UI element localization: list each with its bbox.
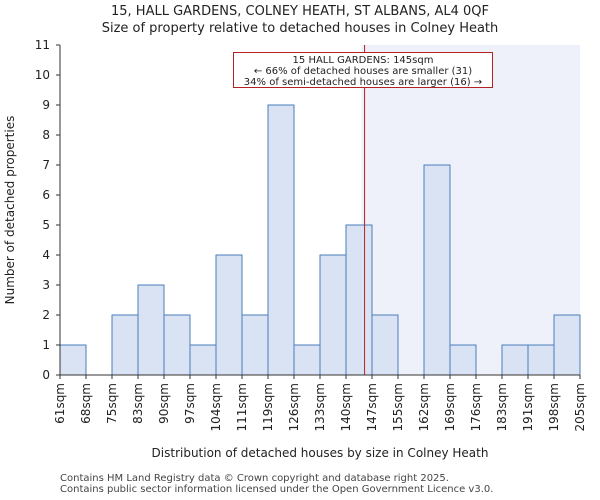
bar-75sqm — [111, 314, 139, 376]
x-tick-label-90sqm: 90sqm — [157, 383, 171, 424]
x-tick-label-97sqm: 97sqm — [183, 383, 197, 424]
chart-subtitle: Size of property relative to detached ho… — [101, 21, 499, 36]
x-tick-label-111sqm: 111sqm — [235, 383, 249, 431]
x-tick-label-140sqm: 140sqm — [339, 383, 353, 431]
y-tick-label-0: 0 — [42, 368, 50, 382]
x-tick-label-205sqm: 205sqm — [573, 383, 587, 431]
annotation-box: 15 HALL GARDENS: 145sqm ← 66% of detache… — [233, 52, 493, 88]
bar-90sqm — [163, 314, 191, 376]
y-tick-label-7: 7 — [42, 158, 50, 172]
x-tick-label-169sqm: 169sqm — [443, 383, 457, 431]
chart-title: 15, HALL GARDENS, COLNEY HEATH, ST ALBAN… — [110, 4, 489, 19]
x-tick-label-61sqm: 61sqm — [53, 383, 67, 424]
x-tick-label-126sqm: 126sqm — [287, 383, 301, 431]
bar-140sqm — [345, 224, 373, 376]
x-tick-label-119sqm: 119sqm — [261, 383, 275, 431]
y-tick-label-9: 9 — [42, 98, 50, 112]
x-tick-label-68sqm: 68sqm — [79, 383, 93, 424]
bar-169sqm — [449, 344, 477, 376]
x-tick-label-155sqm: 155sqm — [391, 383, 405, 431]
bar-147sqm — [371, 314, 399, 376]
y-tick-label-2: 2 — [42, 308, 50, 322]
bar-183sqm — [501, 344, 529, 376]
x-tick-label-176sqm: 176sqm — [469, 383, 483, 431]
bar-61sqm — [59, 344, 87, 376]
y-tick-label-5: 5 — [42, 218, 50, 232]
y-tick-label-6: 6 — [42, 188, 50, 202]
x-tick-label-162sqm: 162sqm — [417, 383, 431, 431]
x-tick-label-83sqm: 83sqm — [131, 383, 145, 424]
x-axis-label: Distribution of detached houses by size … — [152, 446, 489, 460]
bar-111sqm — [241, 314, 269, 376]
bar-162sqm — [423, 164, 451, 376]
x-tick-label-183sqm: 183sqm — [495, 383, 509, 431]
y-tick-label-4: 4 — [42, 248, 50, 262]
y-tick-label-10: 10 — [35, 68, 50, 82]
bar-126sqm — [293, 344, 321, 376]
bar-83sqm — [137, 284, 165, 376]
annotation-line-1: 15 HALL GARDENS: 145sqm — [292, 55, 434, 66]
x-tick-label-133sqm: 133sqm — [313, 383, 327, 431]
x-tick-label-147sqm: 147sqm — [365, 383, 379, 431]
bar-97sqm — [189, 344, 217, 376]
y-axis-label: Number of detached properties — [3, 116, 17, 305]
bar-119sqm — [267, 104, 295, 376]
x-tick-label-75sqm: 75sqm — [105, 383, 119, 424]
y-tick-label-8: 8 — [42, 128, 50, 142]
x-tick-label-198sqm: 198sqm — [547, 383, 561, 431]
y-tick-label-3: 3 — [42, 278, 50, 292]
annotation-line-3: 34% of semi-detached houses are larger (… — [243, 77, 483, 88]
x-tick-label-104sqm: 104sqm — [209, 383, 223, 431]
bar-104sqm — [215, 254, 243, 376]
footer-line-2: Contains public sector information licen… — [60, 484, 494, 495]
x-tick-label-191sqm: 191sqm — [521, 383, 535, 431]
bar-133sqm — [319, 254, 347, 376]
y-tick-label-11: 11 — [35, 38, 50, 52]
y-tick-label-1: 1 — [42, 338, 50, 352]
bar-191sqm — [527, 344, 555, 376]
footer-line-1: Contains HM Land Registry data © Crown c… — [60, 473, 449, 484]
annotation-line-2: ← 66% of detached houses are smaller (31… — [253, 66, 473, 77]
bar-198sqm — [553, 314, 581, 376]
